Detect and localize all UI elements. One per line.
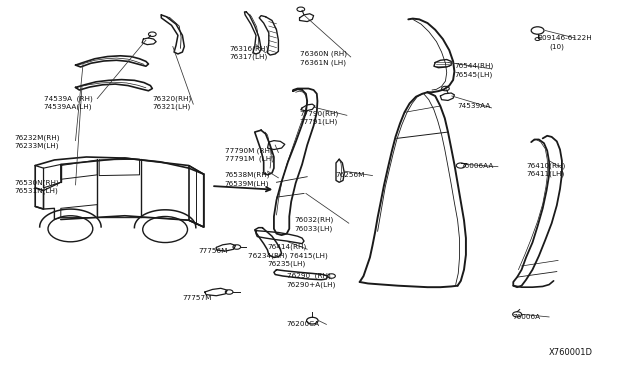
Text: (10): (10) <box>549 43 564 50</box>
Text: 76361N (LH): 76361N (LH) <box>300 59 346 66</box>
Text: B09146-6122H: B09146-6122H <box>538 35 593 41</box>
Text: 76006AA: 76006AA <box>461 163 494 169</box>
Text: 76545(LH): 76545(LH) <box>454 71 493 78</box>
Text: 76006A: 76006A <box>512 314 540 320</box>
Text: 76033(LH): 76033(LH) <box>294 225 333 232</box>
Text: 76531N(LH): 76531N(LH) <box>14 187 58 194</box>
Text: 76290  (RH): 76290 (RH) <box>287 273 330 279</box>
Text: X760001D: X760001D <box>549 348 593 357</box>
Text: 76320(RH): 76320(RH) <box>152 95 191 102</box>
Text: 77790(RH): 77790(RH) <box>300 110 339 117</box>
Text: 76256M: 76256M <box>335 172 365 178</box>
Text: 76200CA: 76200CA <box>287 321 320 327</box>
Text: 76316(RH): 76316(RH) <box>229 45 268 52</box>
Text: 76411(LH): 76411(LH) <box>526 171 564 177</box>
Text: 76290+A(LH): 76290+A(LH) <box>287 281 336 288</box>
Text: 74539A  (RH): 74539A (RH) <box>44 95 92 102</box>
Text: 76414(RH): 76414(RH) <box>268 243 307 250</box>
Text: 77791(LH): 77791(LH) <box>300 119 338 125</box>
Text: 76530N(RH): 76530N(RH) <box>14 179 59 186</box>
Text: 76410(RH): 76410(RH) <box>526 162 565 169</box>
Text: 76233M(LH): 76233M(LH) <box>14 143 59 150</box>
Text: 77757M: 77757M <box>182 295 212 301</box>
Text: 76317(LH): 76317(LH) <box>229 54 268 60</box>
Text: 76360N (RH): 76360N (RH) <box>300 51 346 57</box>
Text: 76232M(RH): 76232M(RH) <box>14 134 60 141</box>
Text: 77756M: 77756M <box>198 248 228 254</box>
Text: 76544(RH): 76544(RH) <box>454 63 493 70</box>
Text: 77790M (RH): 77790M (RH) <box>225 147 273 154</box>
Text: 76032(RH): 76032(RH) <box>294 217 333 224</box>
Text: 76321(LH): 76321(LH) <box>152 104 191 110</box>
Text: 76538M(RH): 76538M(RH) <box>224 171 269 178</box>
Text: 76539M(LH): 76539M(LH) <box>224 180 269 187</box>
Text: 77791M  (LH): 77791M (LH) <box>225 156 275 163</box>
Text: 74539AA(LH): 74539AA(LH) <box>44 104 92 110</box>
Text: 74539AA: 74539AA <box>458 103 491 109</box>
Text: 76235(LH): 76235(LH) <box>268 261 306 267</box>
Text: 76234(RH) 76415(LH): 76234(RH) 76415(LH) <box>248 253 328 259</box>
